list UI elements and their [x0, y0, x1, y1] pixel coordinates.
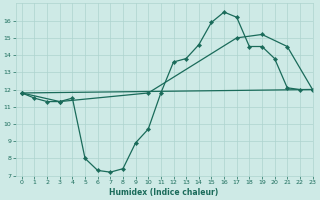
X-axis label: Humidex (Indice chaleur): Humidex (Indice chaleur) [109, 188, 219, 197]
